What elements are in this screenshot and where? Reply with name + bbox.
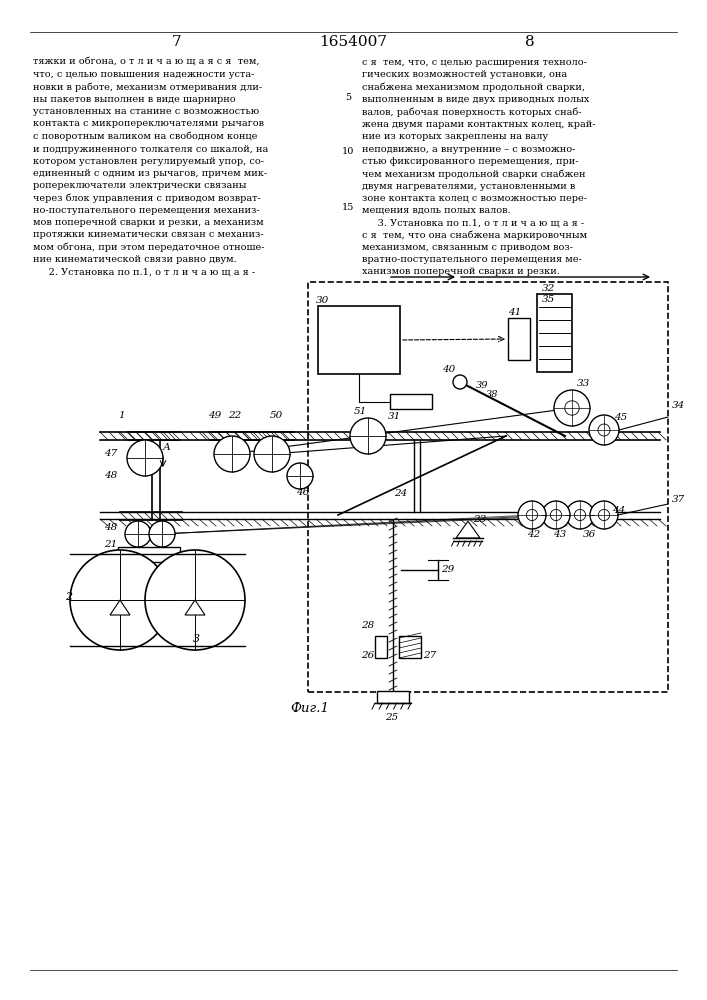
Text: 15: 15 — [341, 202, 354, 212]
Text: 48: 48 — [104, 471, 117, 480]
Bar — [537, 294, 572, 372]
Circle shape — [574, 509, 585, 521]
Circle shape — [554, 390, 590, 426]
Bar — [377, 691, 409, 703]
Polygon shape — [185, 600, 205, 615]
Text: 34: 34 — [672, 401, 685, 410]
Circle shape — [518, 501, 546, 529]
Circle shape — [127, 440, 163, 476]
Text: 23: 23 — [473, 515, 486, 524]
Text: 1: 1 — [118, 411, 124, 420]
Circle shape — [453, 375, 467, 389]
Text: 35: 35 — [542, 295, 555, 304]
Text: 25: 25 — [385, 713, 398, 722]
Text: 32: 32 — [542, 284, 555, 293]
Text: 44: 44 — [612, 506, 625, 515]
Circle shape — [589, 415, 619, 445]
Text: 3: 3 — [193, 634, 200, 644]
Circle shape — [542, 501, 570, 529]
Circle shape — [149, 521, 175, 547]
Polygon shape — [110, 600, 130, 615]
Bar — [399, 636, 421, 658]
Bar — [375, 636, 387, 658]
Circle shape — [125, 521, 151, 547]
Text: 27: 27 — [423, 651, 436, 660]
Text: 21: 21 — [104, 540, 117, 549]
Text: 22: 22 — [228, 411, 241, 420]
Text: 36: 36 — [583, 530, 596, 539]
Text: 46: 46 — [296, 488, 309, 497]
Text: 28: 28 — [361, 621, 374, 630]
Text: 24: 24 — [394, 489, 407, 498]
Text: 47: 47 — [104, 449, 117, 458]
Circle shape — [350, 418, 386, 454]
Bar — [318, 306, 400, 374]
Text: 7: 7 — [173, 35, 182, 49]
Text: 50: 50 — [270, 411, 284, 420]
Text: Фиг.1: Фиг.1 — [291, 702, 329, 714]
Text: с я  тем, что, с целью расширения техноло-
гических возможностей установки, она
: с я тем, что, с целью расширения техноло… — [362, 58, 595, 276]
Text: 38: 38 — [486, 390, 498, 399]
Text: 40: 40 — [442, 365, 455, 374]
Text: 26: 26 — [361, 651, 374, 660]
Bar — [118, 547, 180, 562]
Text: 10: 10 — [341, 147, 354, 156]
Polygon shape — [456, 521, 480, 538]
Bar — [308, 282, 668, 692]
Text: 49: 49 — [208, 411, 221, 420]
Bar — [390, 394, 432, 409]
Circle shape — [598, 424, 610, 436]
Circle shape — [214, 436, 250, 472]
Circle shape — [527, 509, 537, 521]
Text: 37: 37 — [672, 495, 685, 504]
Text: 43: 43 — [553, 530, 566, 539]
Circle shape — [287, 463, 313, 489]
Circle shape — [598, 509, 609, 521]
Circle shape — [566, 501, 594, 529]
Circle shape — [565, 401, 579, 415]
Text: 41: 41 — [508, 308, 521, 317]
Text: 45: 45 — [614, 413, 627, 422]
Circle shape — [254, 436, 290, 472]
Text: 39: 39 — [476, 381, 489, 390]
Circle shape — [70, 550, 170, 650]
Text: 42: 42 — [527, 530, 540, 539]
Text: 2: 2 — [65, 592, 72, 602]
Text: 29: 29 — [441, 565, 455, 574]
Text: 30: 30 — [316, 296, 329, 305]
Text: 33: 33 — [577, 379, 590, 388]
Bar — [508, 318, 530, 360]
Text: 1654007: 1654007 — [319, 35, 387, 49]
Text: А: А — [163, 443, 171, 452]
Text: 5: 5 — [345, 94, 351, 103]
Text: 8: 8 — [525, 35, 534, 49]
Text: 48: 48 — [104, 523, 117, 532]
Text: 51: 51 — [354, 407, 367, 416]
Circle shape — [145, 550, 245, 650]
Text: тяжки и обгона, о т л и ч а ю щ а я с я  тем,
что, с целью повышения надежности : тяжки и обгона, о т л и ч а ю щ а я с я … — [33, 58, 268, 276]
Circle shape — [590, 501, 618, 529]
Text: 31: 31 — [388, 412, 402, 421]
Circle shape — [551, 509, 561, 521]
